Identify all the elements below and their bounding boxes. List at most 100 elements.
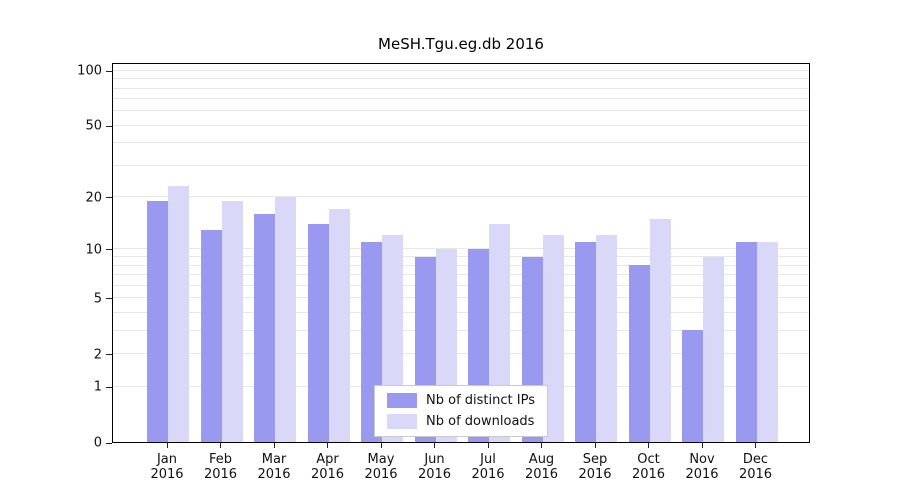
- gridline-2: [113, 353, 809, 355]
- gridline-7: [113, 274, 809, 276]
- year-label: 2016: [150, 467, 184, 482]
- x-tick-sep: [594, 443, 596, 448]
- x-tick-feb: [220, 443, 221, 448]
- y-tick-label-2: 2: [93, 347, 102, 363]
- bar-distinct-ips-feb: [200, 229, 222, 442]
- y-tick-5: [106, 298, 112, 300]
- year-label: 2016: [578, 467, 612, 482]
- x-tick-label-jun: Jun 2016: [403, 452, 467, 482]
- x-tick-label-dec: Dec 2016: [724, 452, 788, 482]
- x-tick-label-sep: Sep 2016: [563, 452, 627, 482]
- y-tick-10: [106, 249, 112, 251]
- month-label: Jan: [156, 452, 178, 467]
- month-label: Apr: [316, 452, 339, 467]
- legend-item-distinct-ips: Nb of distinct IPs: [387, 393, 535, 408]
- bar-distinct-ips-apr: [307, 223, 329, 442]
- year-label: 2016: [257, 467, 291, 482]
- month-label: Feb: [208, 452, 233, 467]
- legend-item-downloads: Nb of downloads: [387, 414, 535, 429]
- y-tick-label-0: 0: [93, 435, 102, 451]
- bar-distinct-ips-nov: [682, 330, 703, 442]
- legend-swatch-downloads: [387, 414, 418, 429]
- x-tick-label-nov: Nov 2016: [670, 452, 734, 482]
- y-tick-2: [106, 354, 112, 356]
- month-label: May: [367, 452, 395, 467]
- bar-distinct-ips-mar: [254, 213, 275, 442]
- gridline-70: [113, 98, 809, 100]
- month-label: Oct: [637, 452, 660, 467]
- gridline-9: [113, 256, 809, 258]
- gridline-10: [113, 248, 809, 250]
- x-tick-label-jan: Jan 2016: [135, 452, 199, 482]
- legend-label-downloads: Nb of downloads: [426, 414, 535, 429]
- x-tick-label-oct: Oct 2016: [617, 452, 681, 482]
- legend: Nb of distinct IPs Nb of downloads: [374, 385, 548, 437]
- x-tick-label-apr: Apr 2016: [296, 452, 360, 482]
- x-tick-jan: [166, 443, 168, 448]
- bar-distinct-ips-sep: [575, 241, 596, 442]
- x-tick-label-jul: Jul 2016: [456, 452, 520, 482]
- y-tick-label-10: 10: [85, 242, 102, 258]
- y-tick-label-50: 50: [85, 118, 102, 134]
- y-tick-label-20: 20: [85, 190, 102, 206]
- x-tick-label-aug: Aug 2016: [510, 452, 574, 482]
- gridline-60: [113, 110, 809, 112]
- gridline-30: [113, 164, 809, 166]
- y-tick-label-5: 5: [93, 291, 102, 307]
- y-tick-100: [106, 70, 112, 72]
- gridline-80: [113, 87, 809, 89]
- gridline-5: [113, 297, 809, 299]
- x-tick-dec: [755, 443, 756, 448]
- gridline-100: [113, 69, 809, 71]
- gridline-90: [113, 78, 809, 80]
- month-label: Jul: [480, 452, 496, 467]
- x-tick-oct: [648, 443, 649, 448]
- gridline-3: [113, 329, 809, 331]
- bar-downloads-jan: [168, 186, 189, 442]
- bar-downloads-feb: [221, 200, 243, 442]
- gridline-50: [113, 124, 809, 126]
- gridline-8: [113, 264, 809, 266]
- legend-label-distinct-ips: Nb of distinct IPs: [426, 393, 535, 408]
- year-label: 2016: [310, 467, 345, 482]
- year-label: 2016: [738, 467, 773, 482]
- x-tick-jul: [487, 443, 489, 448]
- x-tick-label-feb: Feb 2016: [189, 452, 253, 482]
- month-label: Sep: [582, 452, 608, 467]
- y-tick-50: [106, 125, 112, 127]
- legend-swatch-distinct-ips: [387, 393, 418, 408]
- bar-downloads-sep: [596, 235, 617, 442]
- gridline-20: [113, 196, 809, 198]
- y-tick-label-100: 100: [77, 63, 102, 79]
- year-label: 2016: [685, 467, 719, 482]
- y-tick-0: [106, 442, 112, 444]
- year-label: 2016: [631, 467, 666, 482]
- x-tick-jun: [434, 443, 435, 448]
- month-label: Nov: [689, 452, 715, 467]
- bar-downloads-mar: [275, 196, 296, 442]
- year-label: 2016: [364, 467, 398, 482]
- gridline-6: [113, 284, 809, 286]
- bar-downloads-nov: [703, 256, 724, 442]
- x-tick-label-may: May 2016: [349, 452, 413, 482]
- x-tick-may: [380, 443, 382, 448]
- bar-downloads-dec: [756, 241, 778, 442]
- month-label: Jun: [424, 452, 445, 467]
- gridline-40: [113, 142, 809, 144]
- bar-distinct-ips-jan: [147, 200, 168, 442]
- y-tick-1: [106, 386, 112, 388]
- x-tick-apr: [327, 443, 328, 448]
- x-tick-mar: [273, 443, 275, 448]
- bar-downloads-apr: [328, 209, 350, 442]
- month-label: Aug: [528, 452, 555, 467]
- chart-title: MeSH.Tgu.eg.db 2016: [378, 35, 544, 53]
- y-tick-label-1: 1: [93, 379, 102, 395]
- bar-distinct-ips-dec: [735, 241, 757, 442]
- year-label: 2016: [471, 467, 505, 482]
- year-label: 2016: [524, 467, 559, 482]
- year-label: 2016: [417, 467, 452, 482]
- x-tick-nov: [701, 443, 703, 448]
- bar-downloads-oct: [649, 218, 671, 442]
- year-label: 2016: [203, 467, 238, 482]
